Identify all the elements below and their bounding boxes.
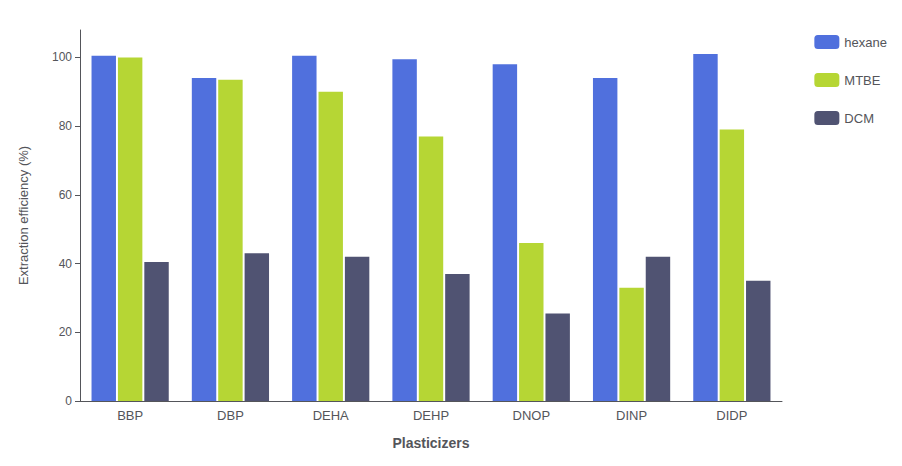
svg-text:DBP: DBP	[217, 408, 244, 423]
svg-text:DIDP: DIDP	[716, 408, 747, 423]
svg-text:DNOP: DNOP	[513, 408, 551, 423]
svg-text:DINP: DINP	[616, 408, 647, 423]
svg-text:40: 40	[59, 257, 73, 271]
svg-text:BBP: BBP	[117, 408, 143, 423]
svg-text:DEHP: DEHP	[413, 408, 449, 423]
svg-text:DEHA: DEHA	[313, 408, 349, 423]
svg-text:MTBE: MTBE	[844, 73, 880, 88]
svg-text:80: 80	[59, 119, 73, 133]
svg-text:0: 0	[65, 394, 72, 408]
svg-text:DCM: DCM	[844, 111, 874, 126]
svg-text:100: 100	[52, 50, 72, 64]
svg-text:20: 20	[59, 325, 73, 339]
svg-text:hexane: hexane	[844, 35, 887, 50]
svg-text:Extraction efficiency (%): Extraction efficiency (%)	[16, 146, 31, 285]
svg-text:60: 60	[59, 188, 73, 202]
svg-text:Plasticizers: Plasticizers	[392, 435, 469, 451]
